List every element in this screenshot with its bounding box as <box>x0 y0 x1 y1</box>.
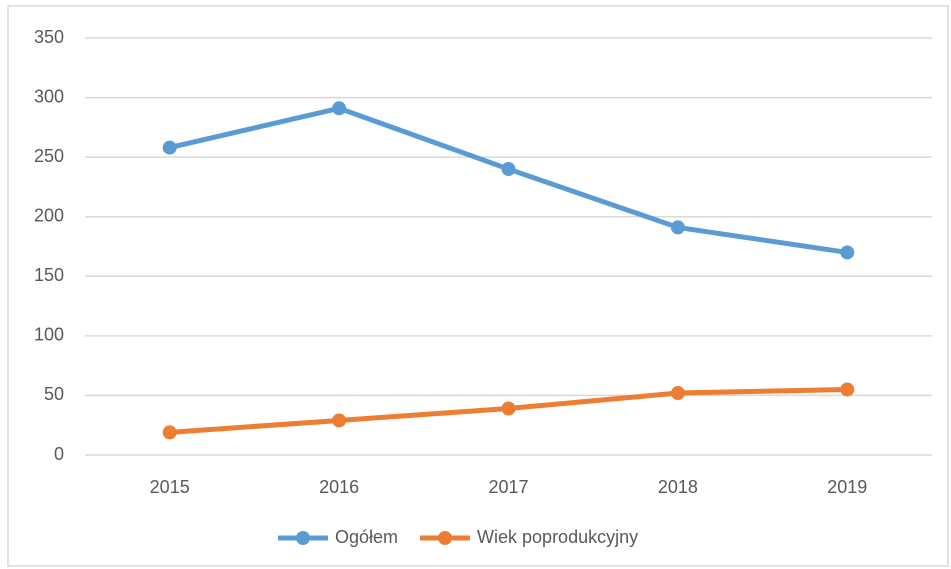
y-tick-label: 100 <box>34 325 64 345</box>
x-tick-label: 2015 <box>150 477 190 497</box>
data-point <box>332 101 347 116</box>
legend-marker <box>438 531 453 545</box>
data-point <box>840 382 855 397</box>
x-tick-label: 2016 <box>319 477 359 497</box>
y-tick-label: 150 <box>34 265 64 285</box>
y-tick-label: 300 <box>34 86 64 106</box>
y-tick-label: 350 <box>34 27 64 47</box>
data-point <box>840 245 855 260</box>
data-point <box>332 413 347 428</box>
x-tick-label: 2019 <box>827 477 867 497</box>
x-tick-label: 2018 <box>658 477 698 497</box>
data-point <box>162 425 177 440</box>
data-point <box>162 140 177 155</box>
legend-label: Ogółem <box>335 527 398 547</box>
chart-frame <box>7 5 949 567</box>
legend-label: Wiek poprodukcyjny <box>477 527 638 547</box>
data-point <box>670 386 685 401</box>
data-point <box>670 220 685 235</box>
y-tick-label: 250 <box>34 146 64 166</box>
data-point <box>501 401 516 416</box>
y-tick-label: 50 <box>44 384 64 404</box>
y-tick-label: 0 <box>54 444 64 464</box>
legend-marker <box>296 531 310 545</box>
data-point <box>501 162 516 177</box>
x-tick-label: 2017 <box>488 477 528 497</box>
y-tick-label: 200 <box>34 205 64 225</box>
